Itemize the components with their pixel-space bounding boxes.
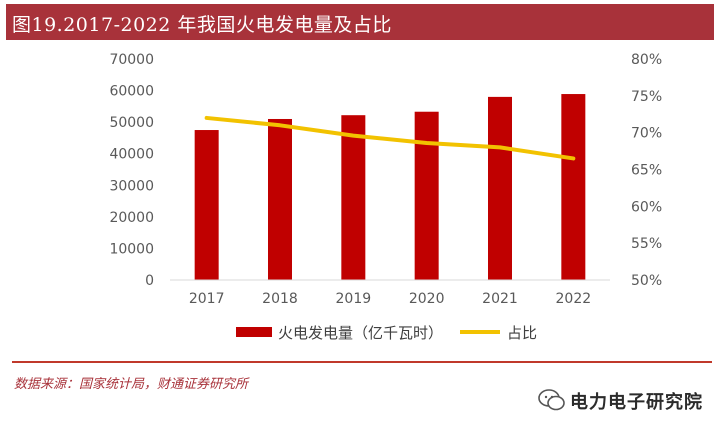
title-bar: 图19.2017-2022 年我国火电发电量及占比 [6,4,714,40]
legend-bar-swatch [236,327,272,337]
line-point-2017 [205,116,209,120]
right-tick-label: 70% [631,126,662,142]
wechat-icon [538,389,565,411]
legend-line-label: 占比 [507,324,537,342]
line-point-2018 [278,123,282,127]
line-point-2021 [498,145,502,149]
right-tick-label: 80% [631,52,662,68]
left-tick-label: 0 [145,273,154,289]
bar-2022 [561,94,586,280]
legend-bar-label: 火电发电量（亿千瓦时） [278,324,443,342]
left-tick-label: 10000 [109,241,154,257]
watermark-text: 电力电子研究院 [570,392,703,413]
line-point-2020 [425,141,429,145]
x-tick-label: 2018 [262,291,298,307]
left-tick-label: 40000 [109,147,154,163]
line-point-2022 [571,156,575,160]
footer-divider [12,361,712,363]
x-tick-label: 2019 [336,291,372,307]
right-tick-label: 75% [631,89,662,105]
left-tick-label: 30000 [109,178,154,194]
bar-2021 [488,96,512,280]
left-tick-label: 70000 [109,52,154,68]
line-point-2019 [351,134,355,138]
right-tick-label: 60% [631,199,662,215]
left-tick-label: 50000 [109,115,154,131]
x-tick-label: 2022 [556,291,592,307]
left-tick-label: 20000 [109,210,154,226]
bar-2020 [414,111,439,280]
bar-2018 [268,118,292,280]
watermark: 电力电子研究院 [538,382,718,422]
right-tick-label: 65% [631,163,662,179]
left-tick-label: 60000 [109,84,154,100]
x-tick-label: 2021 [482,291,518,307]
right-tick-label: 55% [631,236,662,252]
bar-2019 [341,115,366,280]
line-share [204,115,576,161]
data-source: 数据来源：国家统计局，财通证券研究所 [14,377,249,392]
chart-title: 图19.2017-2022 年我国火电发电量及占比 [12,14,392,36]
right-tick-label: 50% [631,273,662,289]
x-tick-label: 2017 [189,291,225,307]
bar-2017 [194,130,219,280]
x-tick-label: 2020 [409,291,445,307]
chart: 0 10000 20000 30000 40000 50000 60000 70000 50% 5… [109,52,662,342]
